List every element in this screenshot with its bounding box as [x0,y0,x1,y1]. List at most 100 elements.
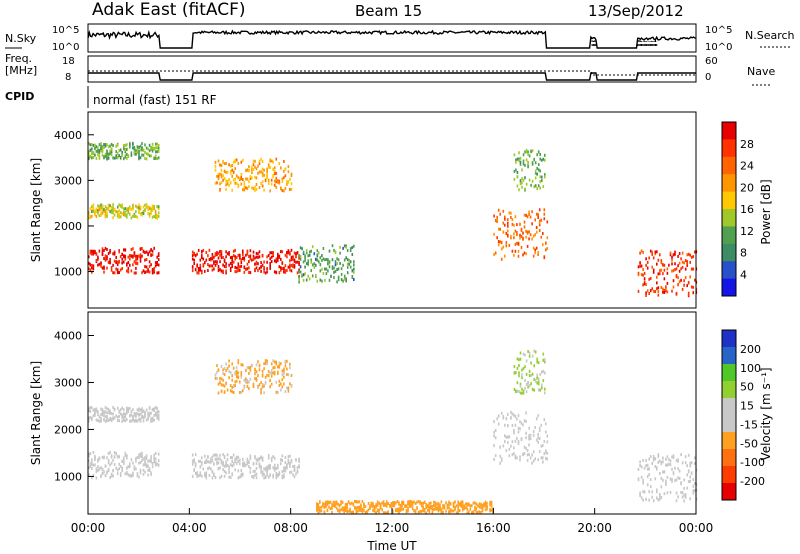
heatmap-cell [97,413,99,416]
heatmap-cell [121,205,123,209]
heatmap-cell [672,253,675,257]
heatmap-cell [323,510,326,514]
heatmap-cell [680,481,682,485]
heatmap-cell [544,173,546,177]
heatmap-cell [141,271,143,275]
heatmap-cell [420,503,423,507]
heatmap-cell [132,408,134,412]
heatmap-cell [689,479,691,483]
heatmap-cell [107,411,110,415]
heatmap-cell [225,265,227,269]
heatmap-cell [201,271,203,275]
heatmap-cell [106,143,108,147]
heatmap-cell [502,245,505,249]
heatmap-cell [663,263,666,267]
heatmap-cell [681,461,684,465]
heatmap-cell [280,250,282,254]
heatmap-cell [283,169,285,173]
heatmap-cell [518,390,520,393]
heatmap-cell [518,151,520,155]
colorbar-segment [722,432,736,450]
heatmap-cell [519,384,522,388]
heatmap-cell [689,464,691,468]
heatmap-cell [106,407,108,411]
heatmap-cell [157,146,160,150]
heatmap-cell [225,250,227,254]
heatmap-cell [148,459,151,463]
heatmap-cell [520,421,523,425]
heatmap-cell [138,149,140,153]
heatmap-cell [148,214,151,218]
heatmap-cell [289,366,291,370]
heatmap-cell [106,157,108,161]
heatmap-cell [331,510,333,514]
heatmap-cell [220,269,223,273]
heatmap-cell [191,254,194,258]
heatmap-cell [139,454,142,458]
heatmap-cell [142,468,145,472]
heatmap-cell [545,456,547,460]
heatmap-cell [457,510,459,514]
heatmap-cell [127,209,130,213]
heatmap-cell [517,442,520,446]
heatmap-cell [148,143,151,147]
heatmap-cell [689,275,691,279]
heatmap-cell [508,454,511,458]
heatmap-cell [316,249,319,253]
heatmap-cell [213,260,215,264]
heatmap-cell [669,459,672,463]
y-tick-label: 3000 [54,174,82,187]
heatmap-cell [340,278,343,282]
heatmap-cell [513,446,515,450]
heatmap-cell [220,474,223,478]
heatmap-cell [640,264,643,268]
heatmap-cell [659,269,661,273]
heatmap-cell [139,259,142,263]
heatmap-cell [675,274,678,277]
heatmap-cell [289,259,291,263]
heatmap-cell [124,472,127,476]
heatmap-cell [334,500,336,504]
heatmap-cell [126,208,128,212]
heatmap-cell [346,262,349,266]
heatmap-cell [532,430,535,433]
heatmap-cell [211,253,214,256]
heatmap-cell [302,260,305,264]
heatmap-cell [269,251,271,255]
heatmap-cell [522,352,525,356]
heatmap-cell [502,230,505,234]
heatmap-cell [255,466,258,470]
heatmap-cell [235,455,238,459]
heatmap-cell [694,482,696,486]
heatmap-cell [225,381,227,385]
heatmap-cell [539,373,541,377]
heatmap-cell [517,440,520,443]
heatmap-cell [283,375,285,379]
heatmap-cell [310,249,312,253]
heatmap-cell [126,269,128,273]
heatmap-cell [398,502,400,506]
heatmap-cell [252,461,255,465]
heatmap-cell [101,211,104,215]
heatmap-cell [228,183,230,187]
heatmap-cell [245,369,247,372]
heatmap-cell [260,388,262,391]
heatmap-cell [494,428,497,432]
heatmap-cell [519,222,521,226]
heatmap-cell [522,389,525,393]
heatmap-cell [674,479,676,483]
heatmap-cell [305,251,308,255]
heatmap-cell [527,160,529,164]
heatmap-cell [398,507,400,511]
heatmap-cell [225,255,227,259]
heatmap-cell [502,415,505,418]
heatmap-cell [148,270,151,274]
heatmap-cell [153,458,155,461]
heatmap-cell [121,153,123,157]
heatmap-cell [219,260,221,264]
heatmap-cell [191,462,194,466]
heatmap-cell [115,466,117,470]
heatmap-cell [101,149,104,153]
heatmap-cell [694,250,696,254]
heatmap-cell [531,210,533,214]
